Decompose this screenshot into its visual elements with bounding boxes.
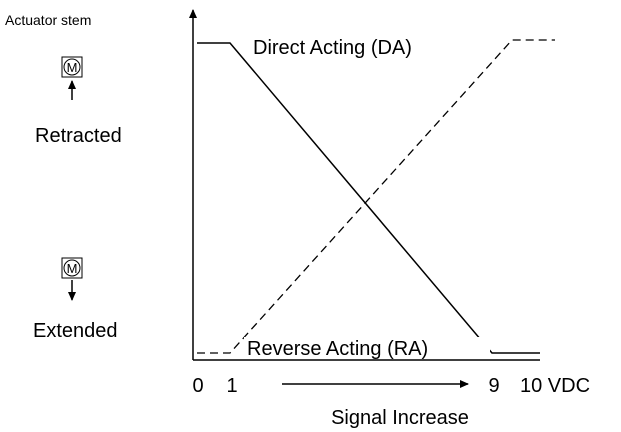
x-tick-label: 1 <box>226 375 237 397</box>
motor-extended: M <box>61 257 83 301</box>
label-bg <box>244 337 490 357</box>
position-label: Retracted <box>35 125 122 147</box>
curve-label: Reverse Acting (RA) <box>247 338 428 360</box>
x-axis-title: Signal Increase <box>331 407 469 429</box>
ra-curve <box>197 39 555 354</box>
motor-label: M <box>67 261 78 276</box>
x-tick-label: 0 <box>192 375 203 397</box>
x-tick-label: 10 VDC <box>520 375 590 397</box>
motor-retracted: M <box>61 56 83 100</box>
y-axis-title: Actuator stem <box>5 12 91 28</box>
position-label: Extended <box>33 320 118 342</box>
curve-label: Direct Acting (DA) <box>253 37 412 59</box>
x-tick-label: 9 <box>488 375 499 397</box>
motor-label: M <box>67 60 78 75</box>
da-curve <box>197 42 540 354</box>
